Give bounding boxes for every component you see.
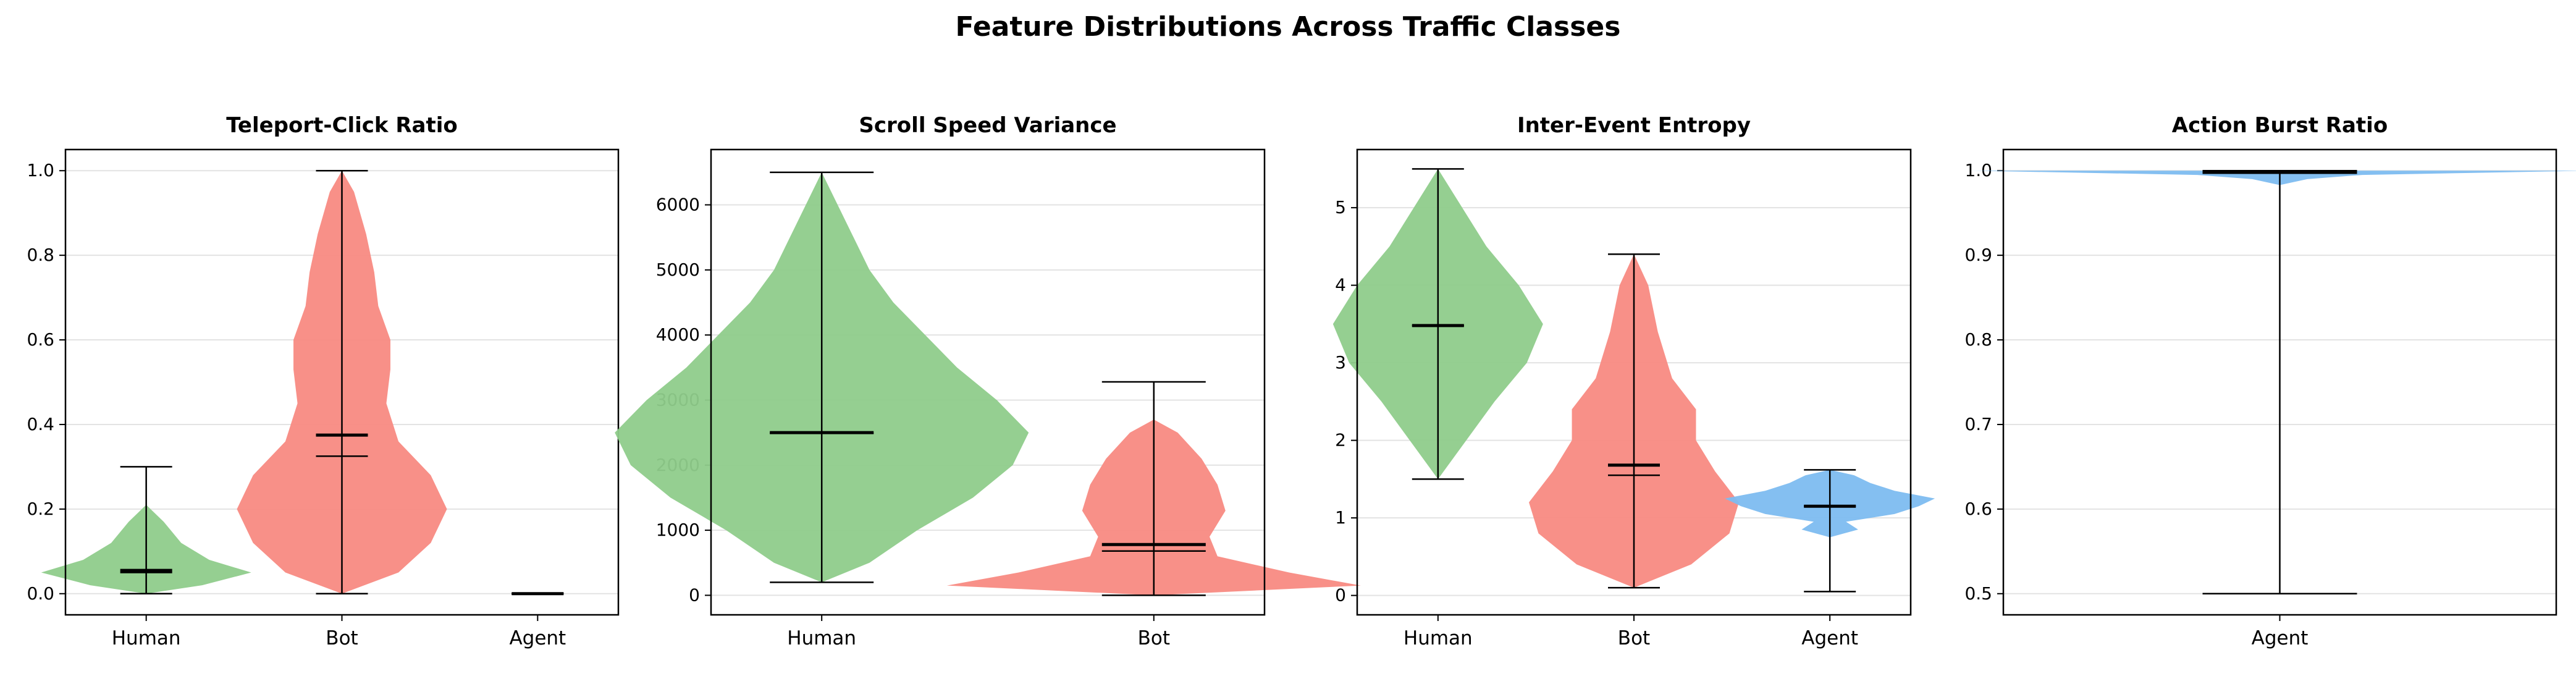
x-tick-label: Human bbox=[787, 627, 856, 649]
subplot-2: 0100020003000400050006000HumanBotScroll … bbox=[615, 113, 1361, 649]
subplot-1: 0.0 0.2 0.4 0.6 0.8 1.0 Human Bot Agent Teleport-… bbox=[27, 113, 618, 649]
y-tick-label: 0.4 bbox=[27, 414, 54, 434]
y-tick-label: 1.0 bbox=[1964, 160, 1992, 180]
y-tick-label: 2 bbox=[1335, 430, 1346, 450]
y-tick-label: 5000 bbox=[656, 260, 700, 280]
y-tick-label: 0.7 bbox=[1964, 414, 1992, 434]
y-tick-label: 1 bbox=[1335, 507, 1346, 528]
x-tick-label: Human bbox=[112, 627, 181, 649]
x-tick-label: Bot bbox=[1618, 627, 1650, 649]
subplot-title: Inter-Event Entropy bbox=[1517, 113, 1751, 138]
x-tick-label: Agent bbox=[1801, 627, 1858, 649]
y-tick-label: 1000 bbox=[656, 520, 700, 540]
y-tick-label: 0.2 bbox=[27, 499, 54, 519]
figure-title: Feature Distributions Across Traffic Cla… bbox=[0, 11, 2576, 43]
subplot-title: Scroll Speed Variance bbox=[859, 113, 1116, 138]
subplot-title: Teleport-Click Ratio bbox=[226, 113, 458, 138]
subplot-title: Action Burst Ratio bbox=[2172, 113, 2388, 138]
x-tick-label: Bot bbox=[1138, 627, 1170, 649]
y-tick-label: 6000 bbox=[656, 195, 700, 215]
y-tick-label: 4 bbox=[1335, 275, 1346, 295]
y-tick-label: 1.0 bbox=[27, 160, 54, 180]
y-tick-label: 0.5 bbox=[1964, 583, 1992, 604]
x-tick-label: Agent bbox=[2252, 627, 2309, 649]
x-tick-label: Human bbox=[1404, 627, 1473, 649]
y-tick-label: 0.8 bbox=[27, 245, 54, 265]
x-tick-label: Agent bbox=[509, 627, 566, 649]
subplot-3: 0 1 2 3 4 5 Human Bot Agent Inter-Event Entropy bbox=[1333, 113, 1935, 649]
subplot-4: 0.5 0.6 0.7 0.8 0.9 1.0 Agent Action Burst Rati… bbox=[1964, 113, 2576, 649]
y-tick-label: 0 bbox=[689, 585, 700, 605]
y-tick-label: 4000 bbox=[656, 324, 700, 345]
x-tick-label: Bot bbox=[326, 627, 358, 649]
y-tick-label: 3 bbox=[1335, 352, 1346, 373]
y-tick-label: 5 bbox=[1335, 197, 1346, 218]
y-tick-label: 0 bbox=[1335, 585, 1346, 606]
y-tick-label: 0.9 bbox=[1964, 245, 1992, 265]
y-tick-label: 0.6 bbox=[1964, 499, 1992, 519]
y-tick-label: 0.8 bbox=[1964, 329, 1992, 350]
y-tick-label: 0.0 bbox=[27, 583, 54, 604]
y-tick-label: 0.6 bbox=[27, 329, 54, 350]
